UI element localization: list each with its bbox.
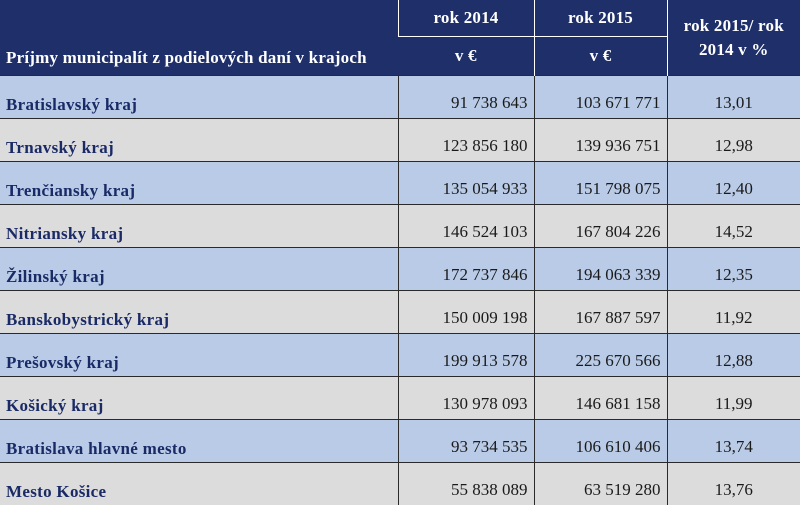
value-2014-cell: 135 054 933 — [398, 162, 534, 205]
change-percent-cell: 12,98 — [667, 119, 800, 162]
change-percent-cell: 12,88 — [667, 334, 800, 377]
column-header-change: rok 2015/ rok 2014 v % — [667, 0, 800, 76]
value-2015-cell: 194 063 339 — [534, 248, 667, 291]
region-cell: Bratislava hlavné mesto — [0, 420, 398, 463]
region-cell: Banskobystrický kraj — [0, 291, 398, 334]
column-header-2014: rok 2014 — [398, 0, 534, 37]
value-2014-cell: 199 913 578 — [398, 334, 534, 377]
region-cell: Trenčiansky kraj — [0, 162, 398, 205]
region-cell: Prešovský kraj — [0, 334, 398, 377]
value-2015-cell: 106 610 406 — [534, 420, 667, 463]
change-percent-cell: 13,74 — [667, 420, 800, 463]
change-percent-cell: 12,40 — [667, 162, 800, 205]
region-cell: Bratislavský kraj — [0, 76, 398, 119]
region-cell: Mesto Košice — [0, 463, 398, 505]
value-2014-cell: 146 524 103 — [398, 205, 534, 248]
column-header-change-line1: rok 2015/ rok — [684, 16, 784, 35]
change-percent-cell: 13,01 — [667, 76, 800, 119]
region-cell: Nitriansky kraj — [0, 205, 398, 248]
region-cell: Trnavský kraj — [0, 119, 398, 162]
change-percent-cell: 13,76 — [667, 463, 800, 505]
change-percent-cell: 12,35 — [667, 248, 800, 291]
unit-header-2015: v € — [534, 37, 667, 76]
value-2015-cell: 139 936 751 — [534, 119, 667, 162]
value-2015-cell: 151 798 075 — [534, 162, 667, 205]
value-2014-cell: 123 856 180 — [398, 119, 534, 162]
value-2014-cell: 130 978 093 — [398, 377, 534, 420]
value-2014-cell: 93 734 535 — [398, 420, 534, 463]
value-2014-cell: 91 738 643 — [398, 76, 534, 119]
value-2014-cell: 55 838 089 — [398, 463, 534, 505]
column-header-2015: rok 2015 — [534, 0, 667, 37]
value-2014-cell: 172 737 846 — [398, 248, 534, 291]
region-cell: Žilinský kraj — [0, 248, 398, 291]
column-header-change-line2: 2014 v % — [699, 40, 769, 59]
value-2015-cell: 167 804 226 — [534, 205, 667, 248]
value-2015-cell: 63 519 280 — [534, 463, 667, 505]
table-title: Príjmy municipalít z podielových daní v … — [0, 0, 398, 76]
value-2015-cell: 103 671 771 — [534, 76, 667, 119]
table-container: Príjmy municipalít z podielových daní v … — [0, 0, 800, 449]
table-header: Príjmy municipalít z podielových daní v … — [0, 0, 800, 76]
unit-header-2014: v € — [398, 37, 534, 76]
value-2014-cell: 150 009 198 — [398, 291, 534, 334]
value-2015-cell: 146 681 158 — [534, 377, 667, 420]
value-2015-cell: 225 670 566 — [534, 334, 667, 377]
region-cell: Košický kraj — [0, 377, 398, 420]
change-percent-cell: 11,99 — [667, 377, 800, 420]
change-percent-cell: 11,92 — [667, 291, 800, 334]
change-percent-cell: 14,52 — [667, 205, 800, 248]
value-2015-cell: 167 887 597 — [534, 291, 667, 334]
